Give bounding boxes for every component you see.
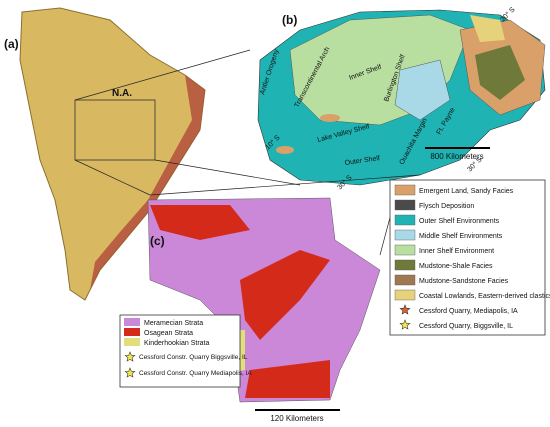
coastal-lowlands [470,15,505,42]
legend-label: Middle Shelf Environments [419,233,503,240]
legend-label: Coastal Lowlands, Eastern-derived clasti… [419,293,550,300]
legend-swatch [394,214,416,226]
osagean [150,205,330,398]
panel-label: (b) [282,13,297,27]
study-box [74,99,156,161]
legend-label: Cessford Quarry, Mediapolis, IA [419,308,518,315]
panel-label: (c) [150,234,165,248]
legend-label: Cessford Constr. Quarry Mediapolis, IA [139,370,252,377]
legend-swatch [394,184,416,196]
legend-swatch [394,289,416,301]
legend-label: Mudstone-Shale Facies [419,263,493,270]
scale-label: 800 Kilometers [430,152,483,161]
legend-label: Meramecian Strata [144,320,203,327]
legend-swatch [124,328,140,336]
legend-label: Cessford Constr. Quarry Biggsville, IL [139,354,248,361]
legend-swatch [394,229,416,241]
legend-label: Emergent Land, Sandy Facies [419,188,514,195]
legend-swatch [124,338,140,346]
legend-label: Outer Shelf Environments [419,218,500,225]
legend-label: Osagean Strata [144,330,193,337]
star-marker [124,367,136,378]
connector [74,49,301,196]
star-marker [399,319,411,330]
star-marker [124,351,136,362]
island [276,146,294,154]
map-annotation: N.A. [112,88,132,99]
legend-swatch [394,244,416,256]
island [320,114,340,122]
legend-swatch [394,274,416,286]
middle-shelf [394,59,451,121]
legend-label: Cessford Quarry, Biggsville, IL [419,323,513,330]
legend-box [119,314,241,388]
star-marker [399,304,411,315]
legend-label: Kinderhookian Strata [144,340,209,347]
panel-label: (a) [4,37,19,51]
legend-label: Inner Shelf Environment [419,248,494,255]
map-annotation: Outer Shelf [344,155,380,167]
legend-swatch [394,259,416,271]
legend-swatch [394,199,416,211]
legend-label: Flysch Deposition [419,203,474,210]
scale-label: 120 Kilometers [270,414,323,423]
mudstone-shale [475,45,525,100]
legend-label: Mudstone-Sandstone Facies [419,278,509,285]
legend-swatch [124,318,140,326]
legend-box [389,179,546,336]
orogen [90,75,205,290]
